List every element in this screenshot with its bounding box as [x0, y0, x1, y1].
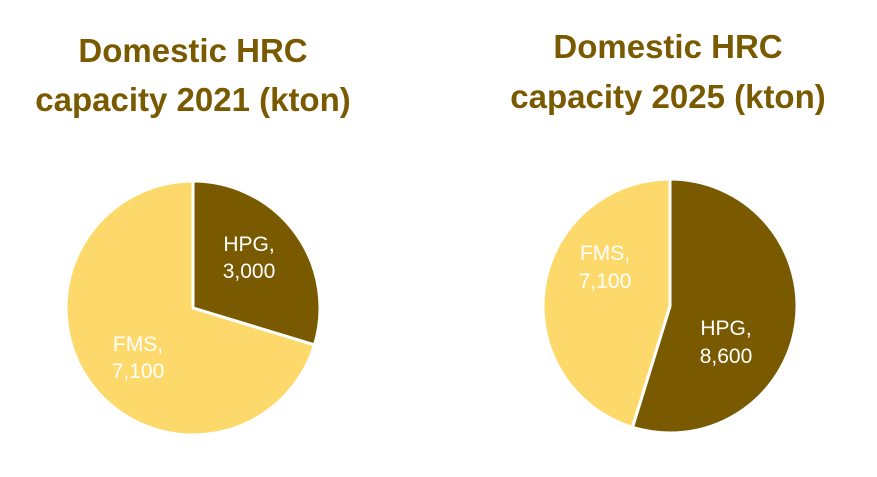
- slice-label-2025-hpg-name: HPG,: [700, 317, 751, 340]
- pie-slice-2025-fms: [541, 177, 672, 429]
- pie-slice-2021-hpg: [191, 179, 322, 347]
- slice-label-2021-fms-name: FMS,: [113, 333, 163, 356]
- pie-chart-2021: Domestic HRC capacity 2021 (kton) HPG, 3…: [35, 32, 351, 437]
- slice-label-2025-fms-value: 7,100: [579, 270, 632, 293]
- slice-label-2021-fms-value: 7,100: [112, 360, 165, 383]
- pie-slice-2025-hpg: [630, 177, 799, 435]
- pie-slice-2021-fms: [64, 179, 316, 437]
- slice-label-2021-hpg-value: 3,000: [223, 260, 276, 283]
- slice-label-2021-hpg-name: HPG,: [223, 233, 274, 256]
- chart-title-2025-line-1: Domestic HRC: [553, 28, 782, 65]
- chart-title-2025-line-2: capacity 2025 (kton): [510, 78, 825, 115]
- slice-label-2025-hpg-value: 8,600: [700, 345, 753, 368]
- chart-title-2021-line-2: capacity 2021 (kton): [35, 81, 350, 118]
- pie-chart-2025: Domestic HRC capacity 2025 (kton) HPG, 8…: [510, 28, 826, 435]
- chart-title-2021-line-1: Domestic HRC: [78, 32, 307, 69]
- slice-label-2025-fms-name: FMS,: [580, 242, 630, 265]
